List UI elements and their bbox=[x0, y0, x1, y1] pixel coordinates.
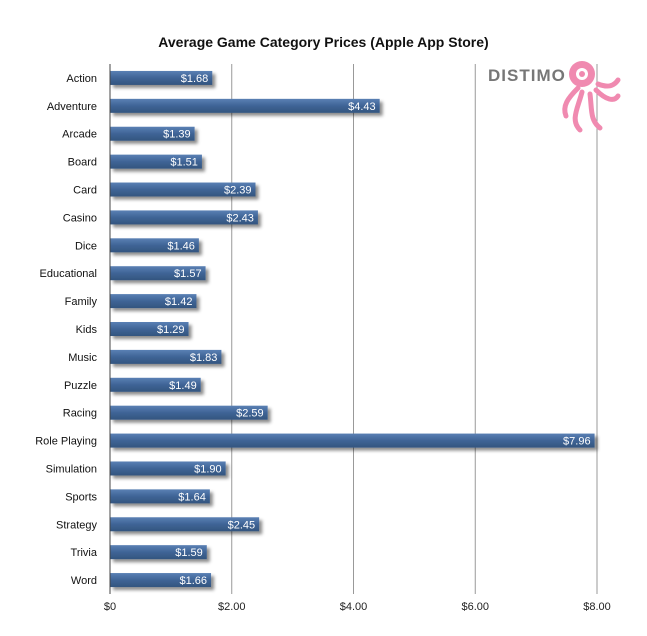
category-label: Arcade bbox=[62, 129, 97, 141]
bar bbox=[110, 517, 260, 532]
bar bbox=[110, 98, 380, 113]
data-label: $1.49 bbox=[169, 380, 197, 392]
data-label: $1.83 bbox=[190, 352, 218, 364]
category-label: Simulation bbox=[46, 463, 97, 475]
axis-layer: $0 $2.00 $4.00 $6.00 $8.00 bbox=[104, 64, 611, 613]
data-label: $2.39 bbox=[224, 185, 252, 197]
category-label: Word bbox=[71, 575, 97, 587]
bar bbox=[110, 433, 595, 448]
bar bbox=[110, 322, 189, 336]
data-label: $1.42 bbox=[165, 296, 193, 308]
data-label: $1.64 bbox=[178, 491, 206, 503]
category-label: Action bbox=[66, 73, 97, 85]
category-label: Casino bbox=[63, 212, 97, 224]
x-tick-label: $8.00 bbox=[583, 601, 611, 613]
category-label: Family bbox=[65, 296, 98, 308]
bar bbox=[110, 545, 207, 560]
category-label: Strategy bbox=[56, 519, 97, 531]
bar bbox=[110, 266, 206, 281]
x-tick-label: $0 bbox=[104, 601, 116, 613]
distimo-logo: DISTIMO bbox=[488, 58, 628, 148]
bar bbox=[110, 461, 226, 476]
data-label: $2.45 bbox=[228, 519, 256, 531]
data-label: $7.96 bbox=[563, 436, 591, 448]
category-label: Puzzle bbox=[64, 380, 97, 392]
bar bbox=[110, 238, 199, 253]
x-tick-label: $2.00 bbox=[218, 601, 246, 613]
bar bbox=[110, 489, 210, 504]
bar bbox=[110, 126, 195, 141]
category-label: Sports bbox=[65, 491, 97, 503]
data-label: $1.68 bbox=[181, 73, 209, 85]
grid-layer bbox=[231, 64, 598, 594]
data-label: $1.90 bbox=[194, 463, 222, 475]
bar bbox=[110, 154, 202, 169]
bar bbox=[110, 294, 197, 309]
bar bbox=[110, 70, 213, 85]
data-label: $4.43 bbox=[348, 101, 376, 113]
category-label: Racing bbox=[63, 408, 97, 420]
bar-layer bbox=[110, 70, 595, 588]
logo-text: DISTIMO bbox=[488, 66, 566, 85]
x-tick-label: $4.00 bbox=[340, 601, 368, 613]
bar bbox=[110, 182, 256, 197]
octopus-icon bbox=[562, 61, 621, 133]
category-label: Dice bbox=[75, 240, 97, 252]
bar bbox=[110, 349, 222, 364]
x-tick-label: $6.00 bbox=[461, 601, 489, 613]
category-label: Role Playing bbox=[35, 436, 97, 448]
data-label: $1.57 bbox=[174, 268, 202, 280]
data-label: $1.29 bbox=[157, 324, 185, 336]
bar bbox=[110, 573, 212, 588]
category-label: Kids bbox=[76, 324, 98, 336]
category-label: Adventure bbox=[47, 101, 97, 113]
data-label: $1.66 bbox=[180, 575, 208, 587]
category-label: Trivia bbox=[71, 547, 98, 559]
data-label: $2.59 bbox=[236, 408, 264, 420]
bar bbox=[110, 377, 201, 392]
data-label: $1.39 bbox=[163, 129, 191, 141]
bar bbox=[110, 210, 258, 225]
category-label: Music bbox=[68, 352, 97, 364]
label-layer: Action $1.68 Adventure $4.43 Arcade $1.39 Boar… bbox=[35, 73, 590, 587]
category-label: Card bbox=[73, 185, 97, 197]
bar bbox=[110, 405, 268, 420]
data-label: $1.59 bbox=[175, 547, 203, 559]
data-label: $2.43 bbox=[226, 212, 254, 224]
category-label: Board bbox=[68, 157, 97, 169]
data-label: $1.51 bbox=[170, 157, 198, 169]
category-label: Educational bbox=[40, 268, 98, 280]
chart-title: Average Game Category Prices (Apple App … bbox=[158, 34, 489, 50]
data-label: $1.46 bbox=[167, 240, 195, 252]
